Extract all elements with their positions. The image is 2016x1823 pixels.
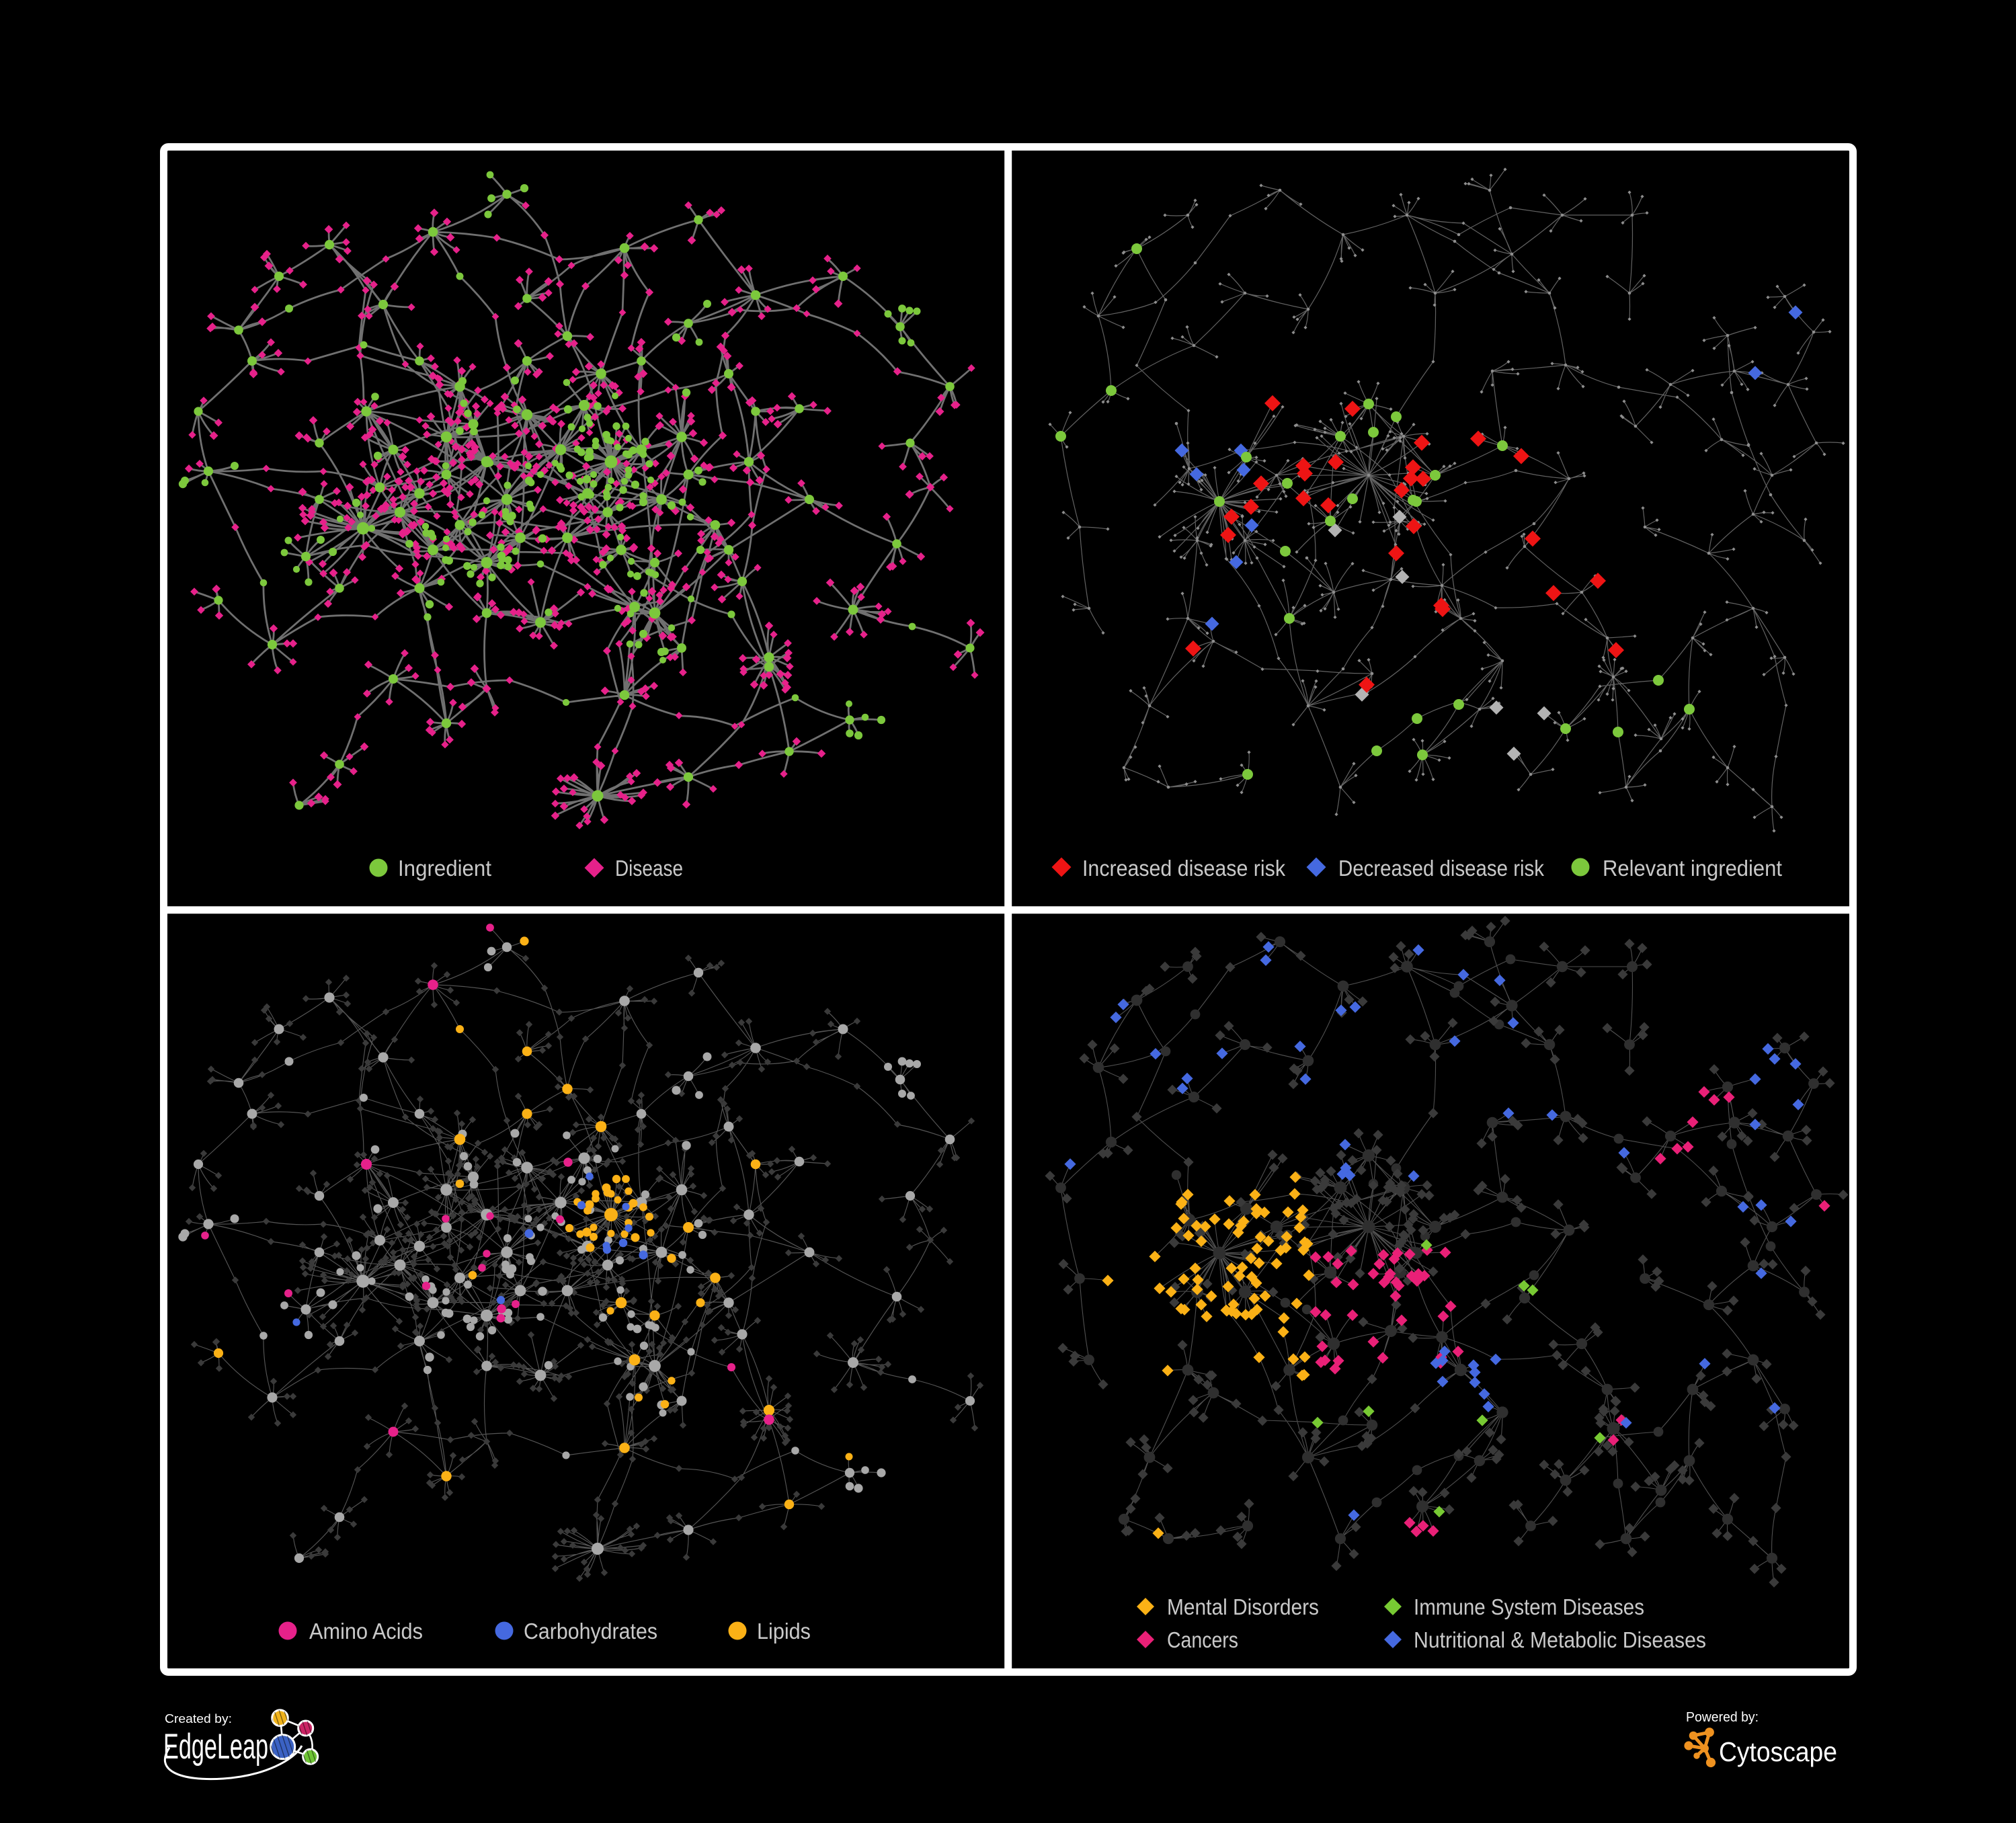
svg-text:Lipids: Lipids	[757, 1619, 811, 1644]
svg-text:Relevant ingredient: Relevant ingredient	[1603, 856, 1782, 881]
svg-text:Amino Acids: Amino Acids	[309, 1619, 423, 1644]
svg-text:Immune System Diseases: Immune System Diseases	[1414, 1594, 1644, 1619]
svg-text:Ingredient: Ingredient	[398, 856, 491, 881]
svg-text:Carbohydrates: Carbohydrates	[524, 1619, 657, 1644]
svg-text:Powered by:: Powered by:	[1686, 1710, 1759, 1725]
svg-text:Created by:: Created by:	[165, 1712, 232, 1726]
svg-text:Mental Disorders: Mental Disorders	[1167, 1594, 1319, 1619]
svg-text:EdgeLeap: EdgeLeap	[163, 1727, 268, 1767]
svg-text:Disease: Disease	[615, 856, 683, 881]
svg-text:Cytoscape: Cytoscape	[1719, 1736, 1837, 1767]
svg-text:Cancers: Cancers	[1167, 1627, 1238, 1652]
svg-text:Decreased disease risk: Decreased disease risk	[1338, 856, 1544, 881]
svg-text:Increased disease risk: Increased disease risk	[1082, 856, 1285, 881]
svg-text:Nutritional & Metabolic Diseas: Nutritional & Metabolic Diseases	[1414, 1627, 1706, 1652]
